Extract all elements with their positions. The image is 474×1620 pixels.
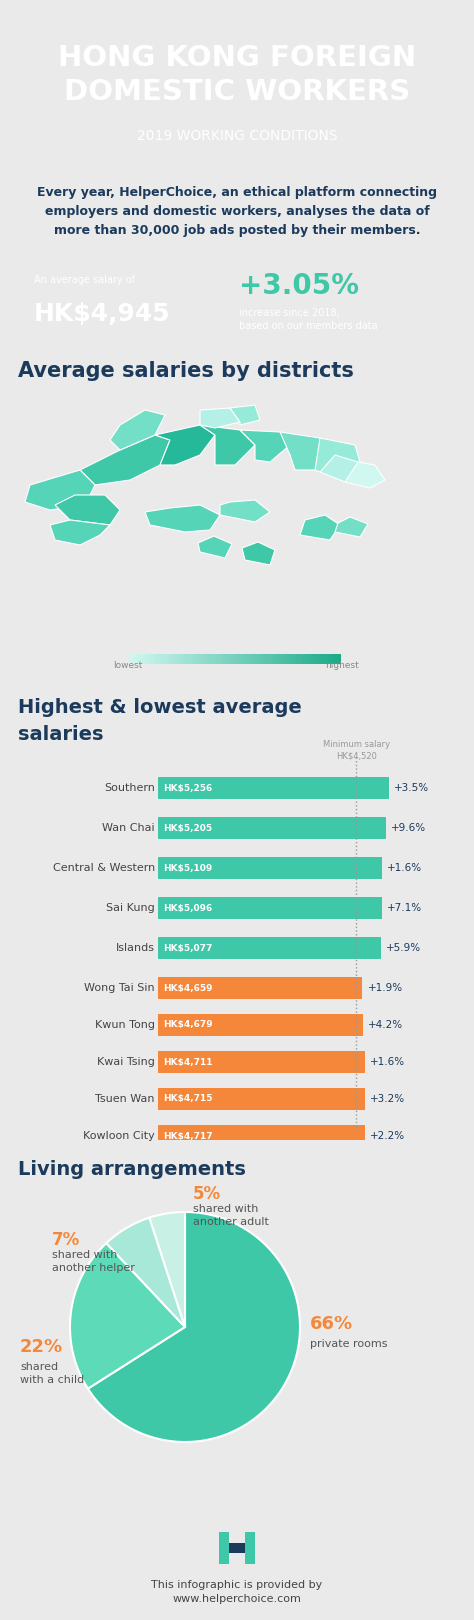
Text: Every year, HelperChoice, an ethical platform connecting
employers and domestic : Every year, HelperChoice, an ethical pla… — [37, 186, 437, 237]
Text: HK$5,256: HK$5,256 — [163, 784, 212, 792]
Text: HK$4,945: HK$4,945 — [34, 301, 171, 326]
Polygon shape — [149, 1212, 185, 1327]
FancyBboxPatch shape — [158, 936, 381, 959]
Text: increase since 2018,
based on our members data: increase since 2018, based on our member… — [239, 308, 377, 330]
Text: HK$5,077: HK$5,077 — [163, 943, 212, 953]
Text: +3.5%: +3.5% — [394, 782, 429, 794]
Text: +1.6%: +1.6% — [370, 1056, 405, 1068]
Text: HK$4,717: HK$4,717 — [163, 1131, 213, 1140]
FancyBboxPatch shape — [158, 1014, 364, 1037]
Text: another adult: another adult — [193, 1217, 269, 1226]
Text: 5%: 5% — [193, 1184, 221, 1204]
Text: +3.05%: +3.05% — [239, 272, 359, 300]
Text: Living arrangements: Living arrangements — [18, 1160, 246, 1179]
Text: +3.2%: +3.2% — [370, 1094, 405, 1103]
Text: 7%: 7% — [52, 1231, 80, 1249]
Text: HONG KONG FOREIGN: HONG KONG FOREIGN — [58, 44, 416, 71]
Text: Kowloon City: Kowloon City — [83, 1131, 155, 1140]
Text: Islands: Islands — [116, 943, 155, 953]
FancyBboxPatch shape — [158, 778, 389, 799]
Text: with a child: with a child — [20, 1375, 84, 1385]
Polygon shape — [25, 470, 95, 510]
Polygon shape — [110, 410, 165, 450]
Polygon shape — [220, 501, 270, 522]
Text: Highest & lowest average: Highest & lowest average — [18, 698, 302, 718]
Text: private rooms: private rooms — [310, 1340, 388, 1349]
FancyBboxPatch shape — [158, 1124, 365, 1147]
Text: This infographic is provided by
www.helperchoice.com: This infographic is provided by www.help… — [151, 1580, 323, 1604]
FancyBboxPatch shape — [158, 816, 386, 839]
Text: shared: shared — [20, 1362, 58, 1372]
Polygon shape — [315, 437, 360, 475]
Polygon shape — [55, 496, 120, 525]
Text: Wan Chai: Wan Chai — [102, 823, 155, 833]
Text: +7.1%: +7.1% — [387, 902, 422, 914]
Text: +1.9%: +1.9% — [367, 983, 402, 993]
Polygon shape — [320, 455, 360, 483]
Text: +1.6%: +1.6% — [387, 863, 422, 873]
Text: Wong Tai Sin: Wong Tai Sin — [84, 983, 155, 993]
Text: HK$4,715: HK$4,715 — [163, 1095, 212, 1103]
Text: An average salary of: An average salary of — [34, 275, 135, 285]
Polygon shape — [240, 429, 290, 462]
Text: HK$4,679: HK$4,679 — [163, 1021, 213, 1029]
Text: Kwai Tsing: Kwai Tsing — [97, 1056, 155, 1068]
Polygon shape — [198, 536, 232, 557]
Text: Minimum salary
HK$4,520: Minimum salary HK$4,520 — [323, 740, 390, 760]
Polygon shape — [70, 1243, 185, 1388]
FancyBboxPatch shape — [158, 977, 363, 1000]
Text: +5.9%: +5.9% — [386, 943, 421, 953]
Polygon shape — [106, 1218, 185, 1327]
Polygon shape — [50, 520, 110, 544]
Text: shared with: shared with — [52, 1251, 118, 1260]
Text: HK$5,205: HK$5,205 — [163, 823, 212, 833]
FancyBboxPatch shape — [158, 857, 382, 880]
Text: Kwun Tong: Kwun Tong — [95, 1021, 155, 1030]
Bar — [245, 1533, 255, 1563]
Text: DOMESTIC WORKERS: DOMESTIC WORKERS — [64, 78, 410, 105]
Text: salaries: salaries — [18, 726, 103, 744]
Text: 22%: 22% — [20, 1338, 63, 1356]
Text: highest: highest — [325, 661, 359, 671]
Polygon shape — [200, 424, 255, 465]
Polygon shape — [80, 436, 170, 484]
Text: shared with: shared with — [193, 1204, 258, 1213]
FancyBboxPatch shape — [158, 1051, 365, 1072]
Text: HK$4,711: HK$4,711 — [163, 1058, 212, 1066]
FancyBboxPatch shape — [158, 1089, 365, 1110]
Text: Sai Kung: Sai Kung — [106, 902, 155, 914]
Bar — [219, 1533, 229, 1563]
Text: Tsuen Wan: Tsuen Wan — [95, 1094, 155, 1103]
Polygon shape — [145, 505, 220, 531]
Text: HK$4,659: HK$4,659 — [163, 983, 212, 993]
Polygon shape — [200, 408, 240, 428]
Text: Southern: Southern — [104, 782, 155, 794]
Text: another helper: another helper — [52, 1264, 135, 1273]
Polygon shape — [242, 543, 275, 565]
Polygon shape — [300, 515, 340, 539]
Text: 2019 WORKING CONDITIONS: 2019 WORKING CONDITIONS — [137, 130, 337, 143]
Text: lowest: lowest — [113, 661, 143, 671]
Text: HK$5,109: HK$5,109 — [163, 863, 212, 873]
FancyBboxPatch shape — [158, 897, 382, 919]
Bar — [229, 1542, 245, 1554]
Text: Average salaries by districts: Average salaries by districts — [18, 361, 354, 381]
Text: Central & Western: Central & Western — [53, 863, 155, 873]
Text: +9.6%: +9.6% — [392, 823, 427, 833]
Polygon shape — [280, 433, 335, 470]
Polygon shape — [88, 1212, 300, 1442]
Polygon shape — [230, 405, 260, 424]
Text: +2.2%: +2.2% — [370, 1131, 405, 1140]
Polygon shape — [335, 517, 368, 536]
Text: 66%: 66% — [310, 1315, 353, 1333]
Polygon shape — [155, 424, 215, 465]
Text: HK$5,096: HK$5,096 — [163, 904, 212, 912]
Polygon shape — [345, 462, 385, 488]
Text: +4.2%: +4.2% — [368, 1021, 403, 1030]
